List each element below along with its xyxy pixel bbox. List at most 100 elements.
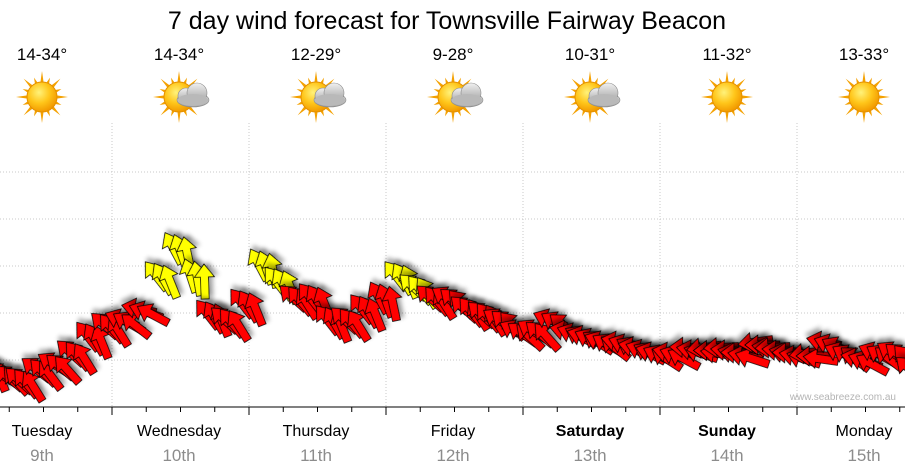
day-name-label: Sunday — [698, 423, 756, 440]
wind-arrow — [55, 356, 83, 386]
sun-ray — [588, 71, 592, 84]
sun-icon — [701, 71, 753, 123]
wind-arrow — [21, 370, 47, 404]
wind-arrow — [193, 263, 216, 300]
day-name-label: Saturday — [556, 423, 625, 440]
sun-ray — [838, 95, 851, 99]
sun-ray — [434, 105, 445, 116]
sun-disc — [711, 81, 743, 113]
sun-ray — [55, 95, 68, 99]
sun-ray — [177, 110, 181, 123]
sun-ray — [872, 105, 883, 116]
sun-ray — [708, 78, 719, 89]
date-label: 10th — [162, 446, 195, 465]
sun-rays — [16, 71, 68, 123]
cloud — [450, 82, 484, 108]
day-headers: 14-34° 14-34° 12-29° 9-28° 10-31° 11-32° 13-33… — [16, 45, 890, 123]
sun-ray — [701, 95, 714, 99]
sun-ray — [434, 78, 445, 89]
date-label: 9th — [30, 446, 54, 465]
sun-ray — [451, 71, 455, 84]
wind-arrow — [136, 303, 171, 328]
wind-arrow — [244, 292, 267, 328]
wind-arrow — [347, 310, 372, 344]
day-name-label: Tuesday — [12, 423, 73, 440]
sun-rays — [701, 71, 753, 123]
sun-ray — [50, 105, 61, 116]
sun-ray — [153, 95, 166, 99]
sun-ray — [40, 71, 44, 84]
sun-ray — [598, 105, 609, 116]
date-label: 15th — [847, 446, 880, 465]
sun-cloud-icon — [290, 71, 347, 123]
wind-arrows — [0, 232, 905, 404]
sun-ray — [427, 95, 440, 99]
sun-ray — [725, 71, 729, 84]
sun-ray — [451, 110, 455, 123]
wind-arrow — [158, 264, 181, 300]
sun-ray — [160, 78, 171, 89]
sun-ray — [297, 78, 308, 89]
sun-cloud-icon — [427, 71, 484, 123]
temp-range-label: 9-28° — [433, 45, 474, 64]
day-name-label: Monday — [836, 423, 893, 440]
sun-ray — [314, 71, 318, 84]
sun-ray — [461, 105, 472, 116]
day-name-label: Wednesday — [137, 423, 221, 440]
wind-arrow — [227, 310, 252, 344]
cloud — [176, 82, 210, 108]
temp-range-label: 14-34° — [154, 45, 204, 64]
date-label: 12th — [436, 446, 469, 465]
cloud — [313, 82, 347, 108]
sun-ray — [571, 78, 582, 89]
sun-ray — [845, 105, 856, 116]
date-label: 11th — [300, 446, 332, 465]
sun-ray — [290, 95, 303, 99]
watermark: www.seabreeze.com.au — [789, 392, 896, 403]
temp-range-label: 12-29° — [291, 45, 341, 64]
sun-icon — [16, 71, 68, 123]
sun-cloud-icon — [564, 71, 621, 123]
sun-ray — [23, 105, 34, 116]
temp-range-label: 13-33° — [839, 45, 889, 64]
sun-ray — [50, 78, 61, 89]
cloud — [587, 82, 621, 108]
date-label: 13th — [573, 446, 606, 465]
sun-disc — [848, 81, 880, 113]
chart-title: 7 day wind forecast for Townsville Fairw… — [168, 7, 726, 35]
sun-ray — [23, 78, 34, 89]
sun-ray — [588, 110, 592, 123]
sun-ray — [725, 110, 729, 123]
sun-ray — [177, 71, 181, 84]
day-labels: Tuesday 9th Wednesday 10th Thursday 11th Frida… — [12, 423, 893, 465]
sun-ray — [571, 105, 582, 116]
sun-ray — [40, 110, 44, 123]
sun-ray — [740, 95, 753, 99]
wind-arrow — [734, 347, 771, 369]
date-label: 14th — [710, 446, 743, 465]
temp-range-label: 10-31° — [565, 45, 615, 64]
sun-ray — [314, 110, 318, 123]
sun-ray — [708, 105, 719, 116]
day-name-label: Friday — [431, 423, 475, 440]
grid — [0, 123, 905, 415]
sun-ray — [862, 110, 866, 123]
sun-ray — [877, 95, 890, 99]
wind-arrow — [73, 343, 98, 377]
sun-ray — [862, 71, 866, 84]
sun-ray — [735, 105, 746, 116]
sun-ray — [324, 105, 335, 116]
wind-arrow — [381, 285, 403, 322]
temp-range-label: 14-34° — [17, 45, 67, 64]
sun-ray — [187, 105, 198, 116]
sun-ray — [872, 78, 883, 89]
sun-ray — [735, 78, 746, 89]
sun-disc — [26, 81, 58, 113]
sun-ray — [16, 95, 29, 99]
temp-range-label: 11-32° — [702, 45, 751, 64]
sun-ray — [564, 95, 577, 99]
sun-ray — [160, 105, 171, 116]
sun-cloud-icon — [153, 71, 210, 123]
sun-ray — [845, 78, 856, 89]
